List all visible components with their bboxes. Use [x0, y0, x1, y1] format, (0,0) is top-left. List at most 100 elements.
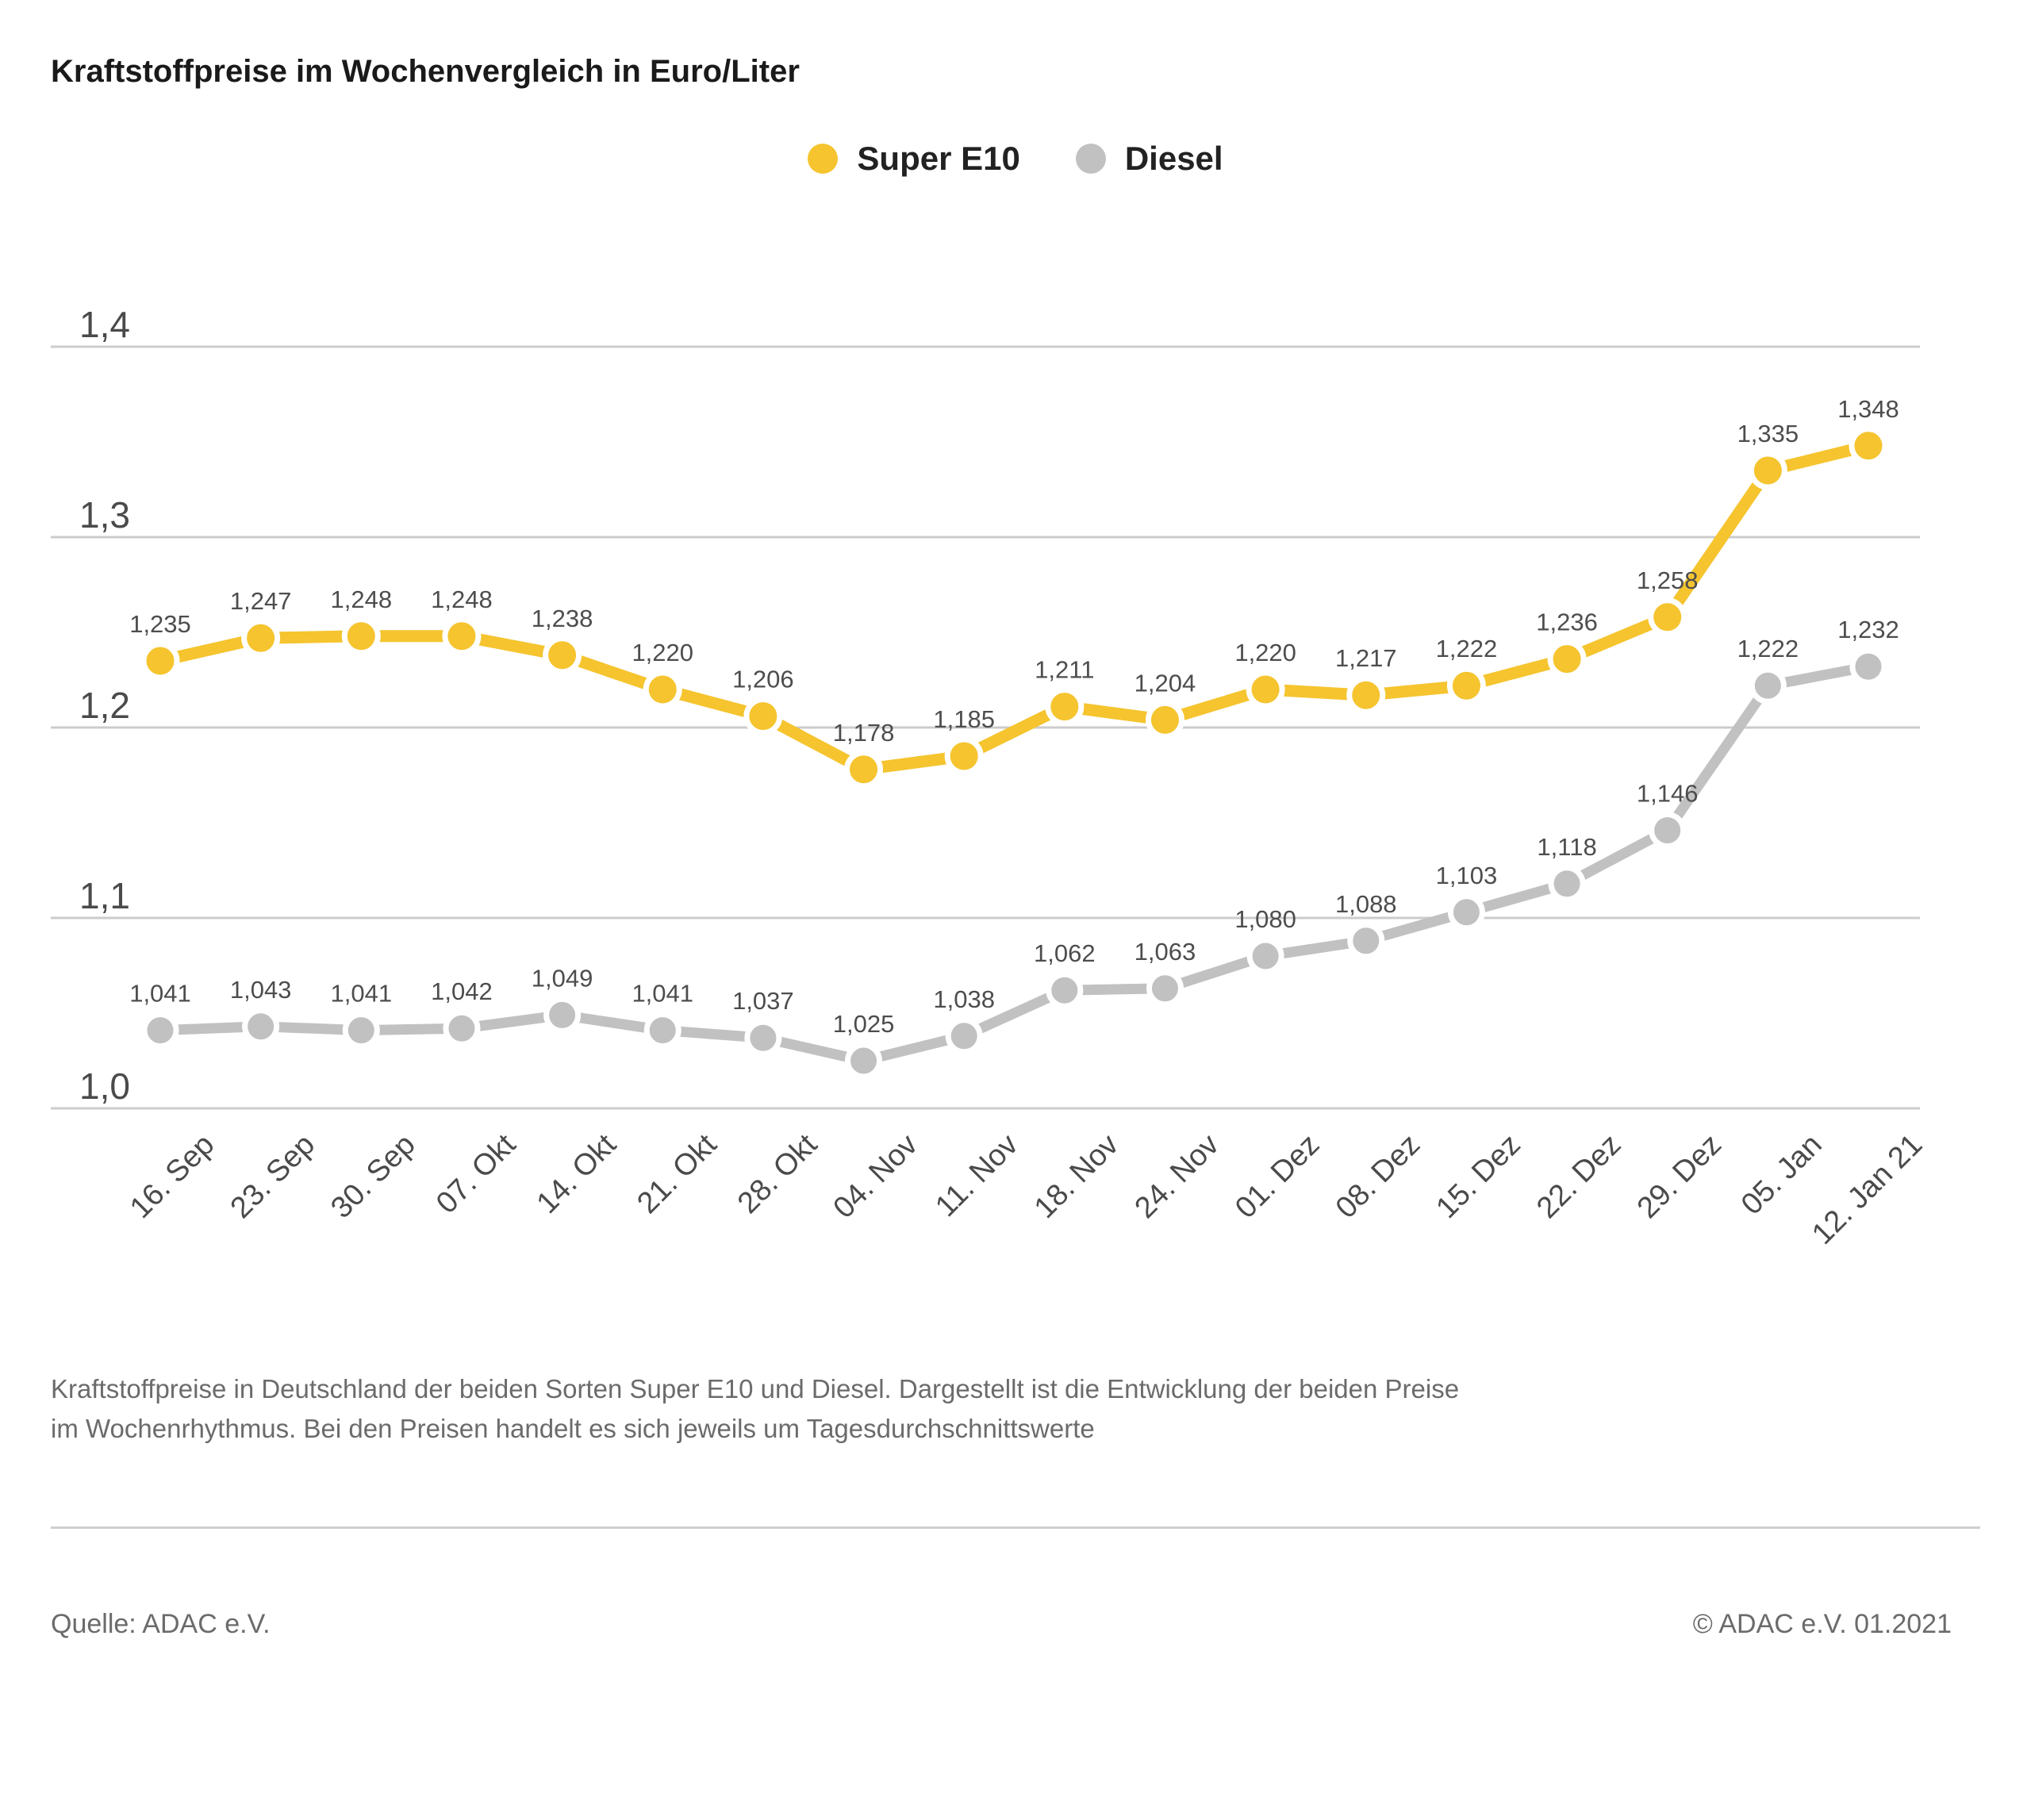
copyright-label: © ADAC e.V. 01.2021: [1692, 1609, 1952, 1639]
data-point-marker: [944, 736, 984, 776]
data-point-label: 1,258: [1637, 566, 1699, 594]
data-point-label: 1,178: [833, 719, 895, 747]
data-point-label: 1,247: [230, 587, 292, 615]
data-point-marker: [140, 641, 180, 681]
data-point-marker: [643, 1012, 681, 1050]
x-axis-tick-label: 23. Sep: [225, 1128, 321, 1225]
data-point-label: 1,248: [431, 586, 493, 613]
line-chart: 1,0 1,1 1,2 1,3 1,4 16. Sep 23. Sep 30. Sep 07. …: [51, 304, 1929, 1251]
chart-title: Kraftstoffpreise im Wochenvergleich in E…: [51, 54, 800, 89]
x-axis-tick-label: 16. Sep: [124, 1128, 221, 1225]
x-axis-tick-label: 07. Okt: [430, 1127, 523, 1220]
chart-legend: Super E10 Diesel: [0, 140, 2031, 178]
x-axis-tick-label: 21. Okt: [631, 1127, 724, 1220]
x-axis-tick-label: 08. Dez: [1330, 1128, 1426, 1225]
data-point-marker: [1346, 675, 1386, 715]
data-point-label: 1,204: [1135, 669, 1196, 697]
data-point-label: 1,025: [833, 1010, 895, 1038]
source-label: Quelle: ADAC e.V.: [51, 1609, 271, 1639]
divider: [51, 1526, 1980, 1529]
data-point-marker: [1246, 937, 1284, 975]
data-point-marker: [1648, 597, 1687, 637]
chart-caption: Kraftstoffpreise in Deutschland der beid…: [51, 1374, 1460, 1444]
y-axis-tick-label: 1,2: [79, 685, 130, 726]
data-point-label: 1,041: [331, 980, 393, 1008]
data-point-marker: [442, 616, 482, 656]
data-point-marker: [1749, 666, 1787, 705]
data-point-label: 1,220: [1234, 639, 1296, 666]
data-point-label: 1,211: [1035, 656, 1094, 684]
data-point-label: 1,062: [1034, 939, 1096, 967]
legend-item-super-e10: Super E10: [808, 140, 1020, 178]
legend-label-super-e10: Super E10: [857, 140, 1020, 177]
data-point-label: 1,049: [532, 964, 593, 992]
data-point-marker: [1045, 687, 1085, 727]
data-point-marker: [844, 750, 884, 789]
data-point-label: 1,038: [933, 985, 995, 1013]
data-point-label: 1,220: [632, 639, 693, 666]
data-point-marker: [241, 618, 281, 658]
x-axis-tick-label: 29. Dez: [1631, 1128, 1728, 1225]
x-axis-tick-label: 04. Nov: [827, 1128, 924, 1225]
data-point-label: 1,217: [1335, 644, 1397, 672]
y-axis-tick-label: 1,4: [79, 304, 130, 345]
data-point-marker: [1246, 670, 1285, 709]
data-point-label: 1,118: [1537, 833, 1596, 861]
data-point-marker: [743, 697, 783, 736]
data-point-label: 1,248: [331, 586, 393, 613]
data-point-marker: [1849, 647, 1887, 685]
data-point-label: 1,146: [1637, 780, 1699, 808]
data-point-label: 1,041: [129, 980, 191, 1008]
data-point-marker: [1649, 812, 1687, 850]
x-axis-tick-label: 28. Okt: [731, 1127, 824, 1220]
y-axis-tick-label: 1,1: [79, 875, 130, 916]
data-point-marker: [242, 1008, 280, 1046]
data-point-marker: [1748, 451, 1787, 490]
data-point-marker: [543, 635, 582, 675]
data-point-label: 1,206: [732, 666, 794, 693]
data-point-marker: [1145, 700, 1184, 739]
data-point-label: 1,043: [230, 976, 292, 1004]
data-point-marker: [845, 1042, 883, 1080]
series-line-super-e10: [159, 440, 1870, 776]
data-point-label: 1,222: [1737, 635, 1799, 662]
data-point-marker: [141, 1012, 179, 1050]
data-point-label: 1,235: [129, 610, 191, 638]
data-point-marker: [744, 1019, 782, 1057]
data-point-label: 1,348: [1837, 395, 1899, 423]
x-axis-tick-label: 05. Jan: [1735, 1128, 1829, 1222]
data-point-label: 1,063: [1135, 938, 1196, 966]
x-axis-tick-label: 14. Okt: [531, 1127, 624, 1220]
data-point-label: 1,103: [1436, 862, 1498, 889]
x-axis-tick-label: 11. Nov: [929, 1128, 1024, 1223]
data-point-label: 1,088: [1335, 890, 1397, 918]
data-point-label: 1,041: [632, 980, 693, 1008]
data-point-marker: [1347, 922, 1385, 960]
data-point-label: 1,080: [1234, 905, 1296, 933]
data-point-marker: [643, 670, 682, 709]
data-point-label: 1,042: [431, 977, 493, 1005]
data-point-marker: [945, 1017, 983, 1055]
data-point-label: 1,238: [532, 605, 593, 632]
data-point-label: 1,037: [732, 987, 794, 1015]
y-axis-tick-label: 1,3: [79, 494, 130, 536]
data-point-marker: [1146, 970, 1184, 1008]
diesel-marker-icon: [1075, 144, 1106, 174]
data-point-marker: [1046, 971, 1084, 1009]
data-point-marker: [1548, 865, 1586, 903]
x-axis-tick-label: 15. Dez: [1430, 1128, 1526, 1225]
legend-label-diesel: Diesel: [1124, 140, 1223, 177]
legend-item-diesel: Diesel: [1075, 140, 1223, 178]
super-e10-marker-icon: [808, 144, 839, 174]
data-point-marker: [342, 1012, 380, 1050]
data-point-marker: [443, 1009, 481, 1047]
data-point-marker: [1547, 639, 1587, 679]
x-axis-tick-label: 24. Nov: [1129, 1128, 1226, 1225]
data-point-label: 1,335: [1737, 420, 1799, 447]
x-axis-tick-label: 18. Nov: [1028, 1128, 1125, 1225]
y-axis-tick-label: 1,0: [79, 1066, 130, 1107]
data-point-marker: [341, 616, 381, 656]
data-point-marker: [543, 996, 582, 1034]
data-point-label: 1,222: [1436, 635, 1498, 662]
